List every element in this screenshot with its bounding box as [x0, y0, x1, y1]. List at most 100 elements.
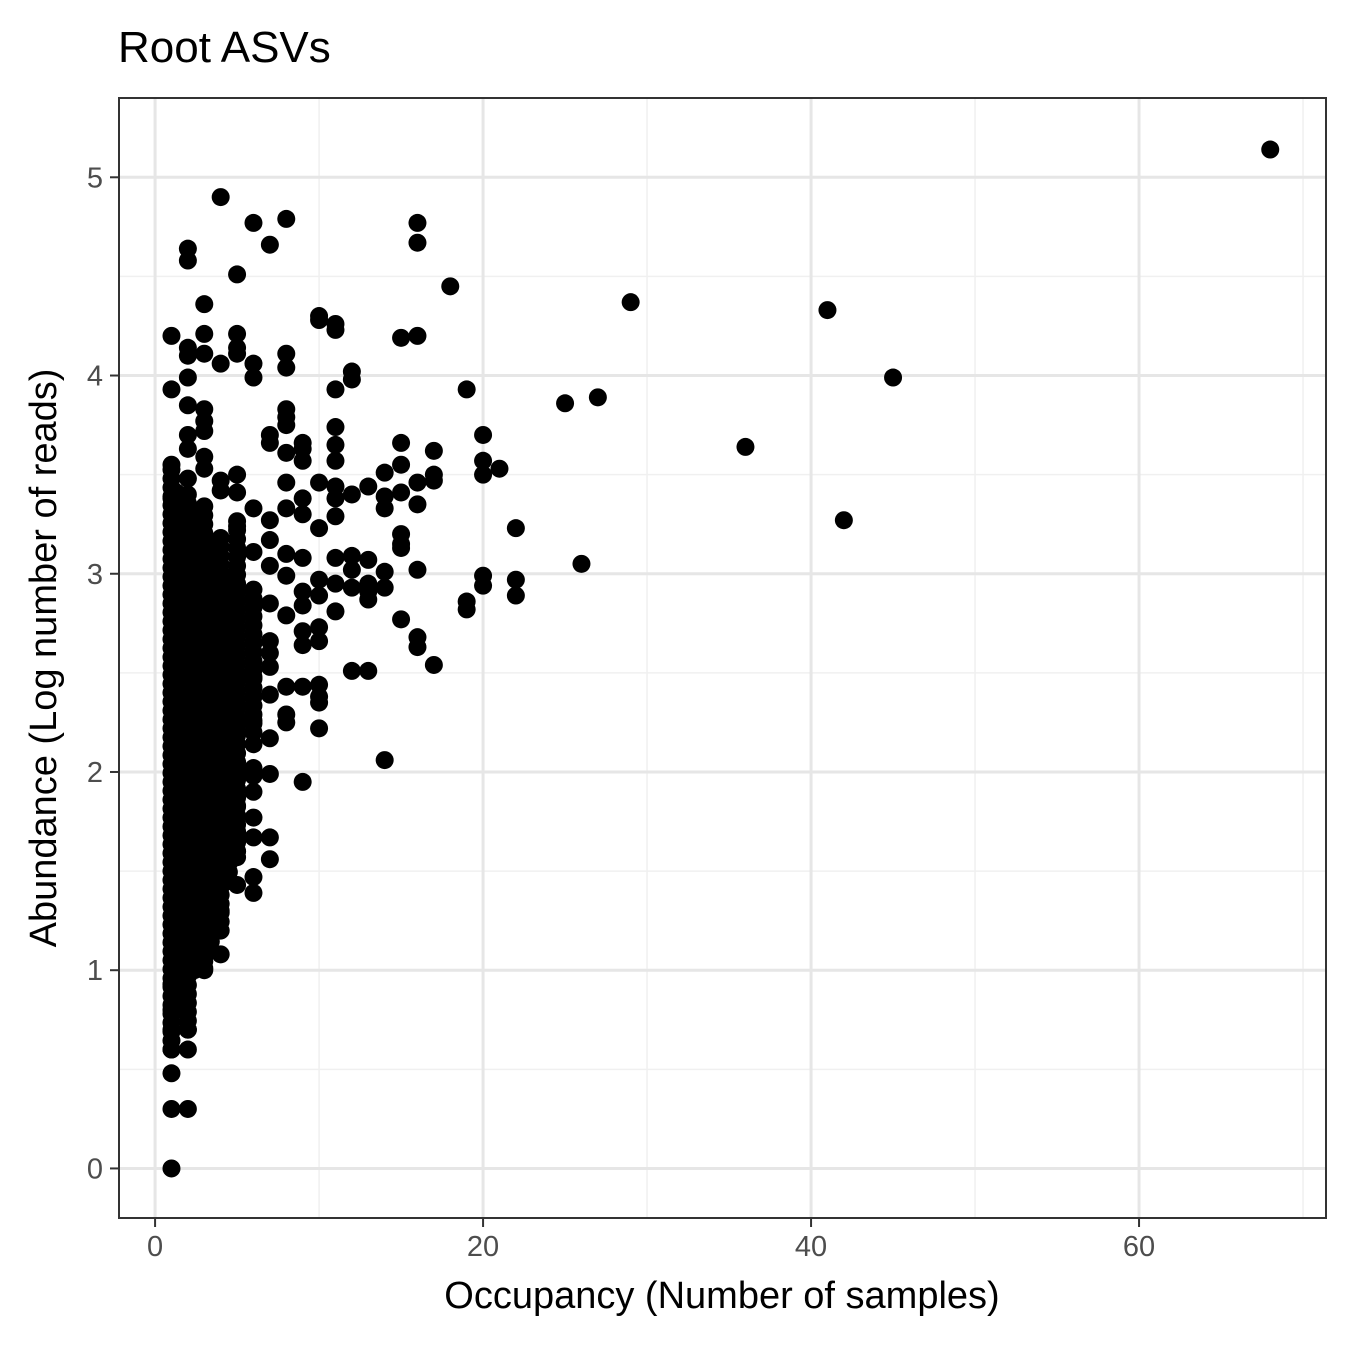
data-point	[228, 822, 247, 841]
data-point	[195, 344, 214, 363]
data-point	[1261, 140, 1280, 159]
data-point	[178, 368, 197, 387]
data-point	[326, 489, 345, 508]
data-point	[834, 511, 853, 530]
data-point	[293, 582, 312, 601]
data-point	[162, 1020, 181, 1039]
data-point	[556, 394, 575, 413]
data-point	[884, 368, 903, 387]
data-point	[211, 529, 230, 548]
data-point	[244, 735, 263, 754]
y-tick-label: 2	[87, 757, 103, 789]
data-point	[277, 677, 296, 696]
data-point	[375, 578, 394, 597]
data-point	[506, 519, 525, 538]
data-point	[162, 380, 181, 399]
data-point	[178, 251, 197, 270]
data-point	[277, 499, 296, 518]
data-point	[310, 519, 329, 538]
data-point	[260, 828, 279, 847]
data-points	[162, 140, 1280, 1178]
data-point	[424, 471, 443, 490]
data-point	[244, 499, 263, 518]
data-point	[277, 473, 296, 492]
data-point	[293, 622, 312, 641]
data-point	[211, 481, 230, 500]
data-point	[474, 465, 493, 484]
data-point	[178, 439, 197, 458]
data-point	[408, 638, 427, 657]
data-point	[277, 713, 296, 732]
data-point	[260, 644, 279, 663]
data-point	[342, 485, 361, 504]
data-point	[162, 1099, 181, 1118]
data-point	[474, 451, 493, 470]
data-point	[310, 719, 329, 738]
y-tick-label: 5	[87, 162, 103, 194]
data-point	[244, 766, 263, 785]
data-point	[375, 751, 394, 770]
data-point	[244, 667, 263, 686]
data-point	[277, 443, 296, 462]
data-point	[359, 661, 378, 680]
data-point	[310, 632, 329, 651]
data-point	[211, 877, 230, 896]
data-point	[342, 546, 361, 565]
data-point	[260, 556, 279, 575]
data-point	[260, 433, 279, 452]
data-point	[474, 576, 493, 595]
data-point	[244, 828, 263, 847]
data-point	[342, 560, 361, 579]
data-point	[375, 463, 394, 482]
data-point	[342, 370, 361, 389]
data-point	[441, 277, 460, 296]
data-point	[293, 451, 312, 470]
data-point	[162, 1159, 181, 1178]
data-point	[162, 1040, 181, 1059]
y-axis-title: Abundance (Log number of reads)	[23, 369, 65, 948]
data-point	[293, 548, 312, 567]
data-point	[572, 554, 591, 573]
axis-tick-labels: 0 20 40 60 0 1 2 3 4 5	[87, 162, 1155, 1263]
data-point	[178, 396, 197, 415]
data-point	[474, 425, 493, 444]
data-point	[359, 590, 378, 609]
data-point	[178, 505, 197, 524]
data-point	[326, 574, 345, 593]
data-point	[228, 848, 247, 867]
data-point	[195, 497, 214, 516]
data-point	[195, 422, 214, 441]
data-point	[162, 326, 181, 345]
data-point	[244, 368, 263, 387]
x-axis-title: Occupancy (Number of samples)	[444, 1275, 999, 1317]
data-point	[408, 233, 427, 252]
data-point	[293, 596, 312, 615]
data-point	[244, 883, 263, 902]
data-point	[293, 505, 312, 524]
data-point	[310, 693, 329, 712]
data-point	[178, 1099, 197, 1118]
data-point	[260, 594, 279, 613]
data-point	[178, 1020, 197, 1039]
data-point	[326, 548, 345, 567]
data-point	[293, 489, 312, 508]
data-point	[310, 311, 329, 330]
data-point	[211, 945, 230, 964]
data-point	[326, 320, 345, 339]
data-point	[326, 435, 345, 454]
data-point	[408, 560, 427, 579]
data-point	[818, 301, 837, 320]
data-point	[260, 729, 279, 748]
data-point	[228, 324, 247, 343]
data-point	[342, 661, 361, 680]
data-point	[326, 507, 345, 526]
data-point	[277, 566, 296, 585]
data-point	[178, 469, 197, 488]
data-point	[359, 477, 378, 496]
data-point	[244, 868, 263, 887]
data-point	[260, 531, 279, 550]
y-tick-label: 1	[87, 955, 103, 987]
data-point	[277, 606, 296, 625]
data-point	[244, 542, 263, 561]
data-point	[211, 354, 230, 373]
